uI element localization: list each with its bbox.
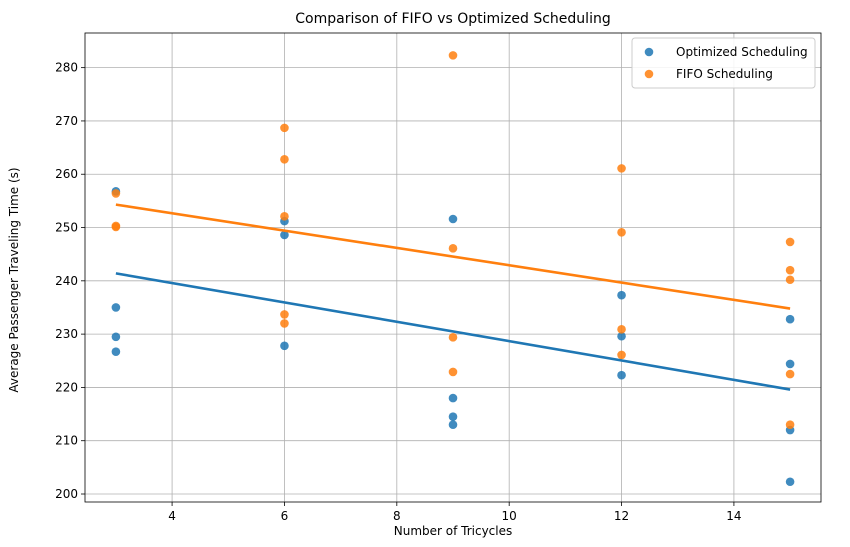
data-point <box>111 347 121 357</box>
data-point <box>617 325 626 334</box>
y-tick-label: 200 <box>55 487 78 501</box>
data-point <box>448 412 458 422</box>
data-point <box>111 189 121 198</box>
data-point <box>785 275 795 285</box>
legend: Optimized Scheduling FIFO Scheduling <box>631 37 816 89</box>
data-point <box>617 290 626 300</box>
plot-frame <box>84 32 822 503</box>
data-point <box>448 51 458 60</box>
data-point <box>448 367 458 377</box>
data-point <box>617 370 626 380</box>
x-tick-label: 6 <box>281 509 289 523</box>
legend-marker <box>644 47 654 57</box>
x-tick-label: 10 <box>502 509 517 523</box>
data-point <box>448 333 458 342</box>
data-point <box>111 303 121 312</box>
data-point <box>280 212 289 221</box>
y-tick-label: 280 <box>55 61 78 75</box>
data-point <box>785 477 795 487</box>
legend-label: FIFO Scheduling <box>676 67 773 81</box>
y-axis-label: Average Passenger Traveling Time (s) <box>7 167 21 392</box>
x-tick-label: 14 <box>726 509 741 523</box>
data-point <box>617 228 626 237</box>
y-tick-label: 220 <box>55 380 78 394</box>
data-point <box>617 331 626 341</box>
legend-label: Optimized Scheduling <box>676 45 808 59</box>
trend-line <box>115 203 791 310</box>
data-point <box>280 155 289 164</box>
y-tick-label: 270 <box>55 114 78 128</box>
data-point <box>280 310 289 319</box>
x-tick-label: 12 <box>614 509 629 523</box>
y-tick-label: 240 <box>55 274 78 288</box>
data-point <box>111 222 121 232</box>
x-tick-label: 4 <box>168 509 176 523</box>
data-point <box>785 314 795 324</box>
y-tick-label: 250 <box>55 221 78 235</box>
y-tick-label: 230 <box>55 327 78 341</box>
data-point <box>785 359 795 369</box>
data-point <box>280 319 289 328</box>
data-point <box>785 420 795 430</box>
data-point <box>617 350 626 360</box>
data-point <box>448 393 458 403</box>
data-point <box>280 341 289 351</box>
x-axis-label: Number of Tricycles <box>394 524 513 538</box>
data-point <box>448 214 458 224</box>
y-tick-label: 260 <box>55 167 78 181</box>
x-tick-label: 8 <box>393 509 401 523</box>
data-point <box>280 230 289 240</box>
data-point <box>111 332 121 342</box>
legend-box <box>631 37 816 89</box>
data-point <box>785 369 795 379</box>
legend-marker <box>644 69 654 79</box>
data-point <box>617 164 626 173</box>
data-point <box>448 420 458 430</box>
plot-area: 4 6 8 10 12 14 200 210 220 230 240 250 260 270 280 <box>55 32 822 523</box>
data-point <box>785 265 795 275</box>
data-point <box>785 237 795 247</box>
data-point <box>280 123 289 133</box>
data-point <box>448 244 458 253</box>
chart-title: Comparison of FIFO vs Optimized Scheduli… <box>295 11 610 27</box>
y-tick-label: 210 <box>55 434 78 448</box>
trend-line <box>115 272 791 391</box>
